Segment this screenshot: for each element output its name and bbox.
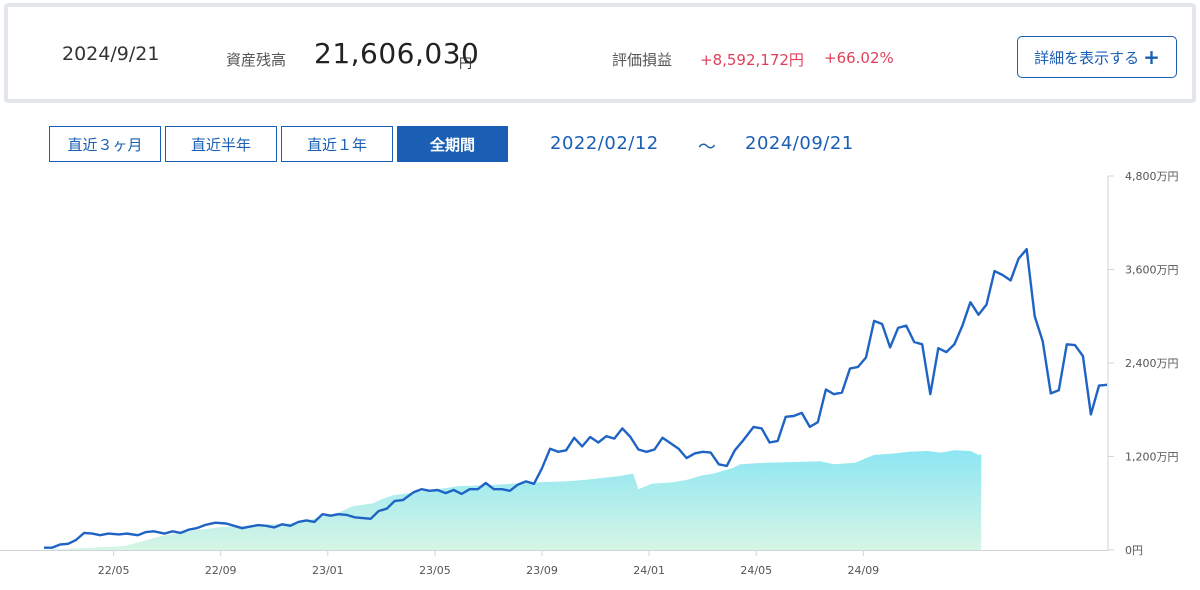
asset-chart: 0円 1,200万円 2,400万円 3,600万円 4,800万円 22/05 22/09… bbox=[0, 170, 1179, 577]
x-tick-label: 24/01 bbox=[633, 564, 665, 577]
balance-value: 21,606,030 bbox=[314, 37, 480, 70]
summary-date: 2024/9/21 bbox=[62, 43, 160, 65]
balance-label: 資産残高 bbox=[226, 51, 287, 69]
y-tick-label: 3,600万円 bbox=[1125, 264, 1179, 277]
range-end-date: 2024/09/21 bbox=[745, 133, 854, 154]
principal-area bbox=[44, 450, 982, 550]
range-1-year-button[interactable]: 直近１年 bbox=[281, 126, 393, 162]
y-tick-label: 4,800万円 bbox=[1125, 170, 1179, 183]
summary-panel: 2024/9/21 資産残高 21,606,030 円 評価損益 +8,592,… bbox=[4, 3, 1196, 103]
y-tick-label: 0円 bbox=[1125, 544, 1143, 557]
profit-loss-label: 評価損益 bbox=[612, 51, 673, 69]
show-details-button[interactable]: 詳細を表示する + bbox=[1017, 36, 1177, 78]
range-separator: ～ bbox=[698, 137, 717, 158]
x-tick-label: 23/05 bbox=[419, 564, 451, 577]
x-tick-label: 24/09 bbox=[847, 564, 879, 577]
x-tick-label: 23/01 bbox=[312, 564, 344, 577]
x-tick-label: 23/09 bbox=[526, 564, 558, 577]
x-tick-label: 22/05 bbox=[98, 564, 130, 577]
profit-loss-percent: +66.02% bbox=[824, 49, 894, 67]
x-tick-label: 22/09 bbox=[205, 564, 237, 577]
balance-unit: 円 bbox=[459, 57, 473, 72]
valuation-line-layer bbox=[44, 247, 1108, 549]
profit-loss-amount: +8,592,172円 bbox=[700, 51, 804, 69]
plus-icon: + bbox=[1143, 45, 1160, 69]
range-half-year-button[interactable]: 直近半年 bbox=[165, 126, 277, 162]
chart-axes: 0円 1,200万円 2,400万円 3,600万円 4,800万円 22/05 22/09… bbox=[0, 170, 1179, 577]
range-all-button[interactable]: 全期間 bbox=[397, 126, 508, 162]
range-start-date: 2022/02/12 bbox=[550, 133, 659, 154]
y-tick-label: 2,400万円 bbox=[1125, 357, 1179, 370]
range-3-months-button[interactable]: 直近３ヶ月 bbox=[49, 126, 161, 162]
principal-area-layer bbox=[44, 450, 982, 550]
show-details-label: 詳細を表示する bbox=[1034, 48, 1140, 67]
y-tick-label: 1,200万円 bbox=[1125, 451, 1179, 464]
x-tick-label: 24/05 bbox=[740, 564, 772, 577]
valuation-line bbox=[44, 247, 1108, 549]
